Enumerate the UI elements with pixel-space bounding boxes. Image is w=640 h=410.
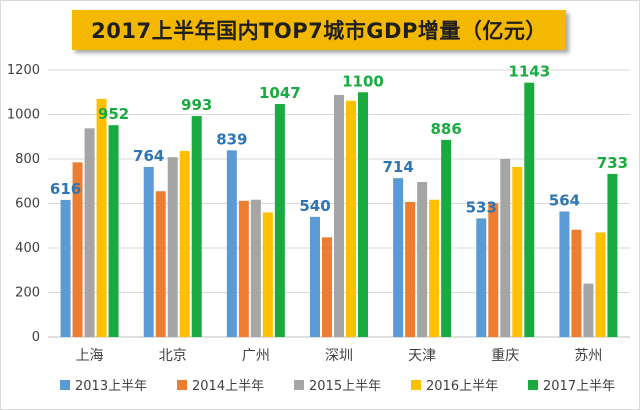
bar <box>322 237 332 337</box>
bar <box>512 167 523 337</box>
bar <box>226 150 237 337</box>
bar <box>607 173 618 337</box>
bar <box>595 232 606 337</box>
bar <box>417 181 428 337</box>
data-label: 839 <box>216 130 247 148</box>
data-label: 764 <box>133 147 164 165</box>
data-label: 733 <box>597 154 628 172</box>
data-label: 1100 <box>342 72 384 90</box>
data-label: 714 <box>382 158 413 176</box>
bar <box>441 139 452 337</box>
bar <box>155 191 166 337</box>
x-category-label: 天津 <box>408 348 436 364</box>
legend-swatch <box>411 380 421 390</box>
bar <box>559 211 570 337</box>
bars <box>60 82 618 338</box>
bar <box>571 229 582 337</box>
data-label: 886 <box>430 120 461 138</box>
legend-label: 2014上半年 <box>192 379 264 394</box>
bar <box>476 218 487 337</box>
x-category-label: 北京 <box>159 348 187 364</box>
legend-label: 2017上半年 <box>543 379 615 394</box>
bar <box>72 162 83 337</box>
bar <box>405 201 416 337</box>
bar <box>262 212 273 337</box>
x-category-label: 苏州 <box>574 348 602 364</box>
x-category-label: 重庆 <box>491 348 519 364</box>
x-category-label: 上海 <box>76 348 104 364</box>
data-label: 533 <box>466 198 497 216</box>
bar <box>334 94 344 337</box>
bar <box>191 116 202 338</box>
legend-label: 2013上半年 <box>75 379 147 394</box>
bar <box>167 157 178 337</box>
data-label: 993 <box>181 96 212 114</box>
bar <box>393 178 404 337</box>
y-tick-label: 400 <box>15 241 40 256</box>
legend: 2013上半年 2014上半年 2015上半年 2016上半年 2017上半年 <box>60 379 615 394</box>
bar <box>488 203 499 337</box>
bar <box>358 92 368 337</box>
bar <box>179 150 190 337</box>
bar <box>524 82 535 338</box>
legend-label: 2016上半年 <box>426 379 498 394</box>
y-tick-label: 1200 <box>7 63 40 78</box>
bar <box>238 200 249 337</box>
y-tick-label: 800 <box>15 152 40 167</box>
chart-title-box: 2017上半年国内TOP7城市GDP增量（亿元） <box>72 10 566 50</box>
bar <box>310 216 320 337</box>
data-label: 540 <box>299 197 330 215</box>
data-label: 1047 <box>259 84 301 102</box>
y-tick-label: 0 <box>32 330 40 345</box>
x-category-label: 深圳 <box>325 348 353 364</box>
legend-swatch <box>528 380 538 390</box>
bar <box>583 283 594 337</box>
data-label: 616 <box>50 180 81 198</box>
x-axis-categories: 上海 北京 广州 深圳 天津 重庆 苏州 <box>76 348 603 364</box>
x-category-label: 广州 <box>242 348 270 364</box>
bar <box>250 199 261 337</box>
bar <box>96 98 107 337</box>
bar <box>60 199 71 337</box>
bar <box>108 125 119 338</box>
y-tick-label: 200 <box>15 286 40 301</box>
y-tick-label: 1000 <box>7 108 40 123</box>
bar <box>346 100 356 337</box>
legend-label: 2015上半年 <box>309 379 381 394</box>
bar <box>143 167 154 337</box>
bar <box>500 159 511 337</box>
legend-swatch <box>60 380 70 390</box>
bar <box>274 104 285 337</box>
legend-swatch <box>177 380 187 390</box>
chart-title: 2017上半年国内TOP7城市GDP增量（亿元） <box>91 19 547 43</box>
data-label: 564 <box>549 192 580 210</box>
data-label: 1143 <box>508 63 550 81</box>
bar <box>429 199 440 337</box>
data-label: 952 <box>98 105 129 123</box>
y-axis-ticks: 0 200 400 600 800 1000 1200 <box>7 63 40 345</box>
bar <box>84 128 95 337</box>
y-tick-label: 600 <box>15 197 40 212</box>
legend-swatch <box>294 380 304 390</box>
